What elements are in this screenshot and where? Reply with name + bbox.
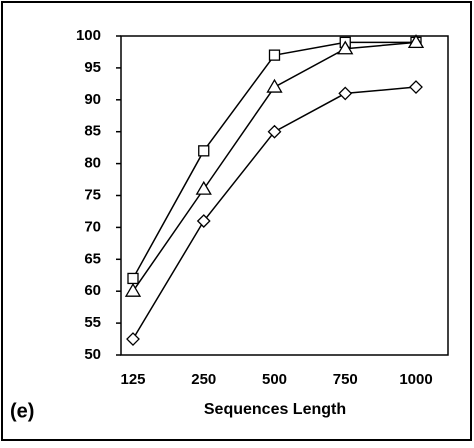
- x-tick-label: 125: [120, 371, 145, 388]
- marker: [266, 78, 283, 93]
- y-tick-label: 60: [84, 282, 101, 299]
- marker: [338, 86, 353, 101]
- x-tick-label: 1000: [399, 371, 432, 388]
- x-tick-label: 250: [191, 371, 216, 388]
- marker: [198, 145, 210, 157]
- x-tick-label: 750: [333, 371, 358, 388]
- marker: [124, 282, 142, 297]
- panel-label: (e): [10, 400, 34, 422]
- marker: [268, 49, 281, 61]
- marker: [126, 332, 140, 346]
- marker: [337, 40, 354, 55]
- y-tick-label: 85: [84, 123, 101, 140]
- x-axis-title: Sequences Length: [204, 401, 346, 418]
- marker: [127, 272, 139, 285]
- marker: [196, 214, 211, 228]
- marker: [267, 124, 282, 139]
- x-tick-label: 500: [262, 371, 287, 388]
- y-tick-label: 95: [84, 59, 101, 76]
- marker: [195, 180, 212, 195]
- marker: [409, 80, 423, 94]
- y-tick-label: 70: [84, 218, 101, 235]
- y-tick-label: 75: [84, 186, 101, 203]
- marker: [407, 34, 425, 49]
- y-tick-label: 100: [76, 27, 101, 44]
- y-tick-label: 90: [84, 91, 101, 108]
- y-tick-label: 50: [84, 346, 101, 363]
- y-tick-label: 55: [84, 314, 101, 331]
- plot-area: [120, 35, 449, 356]
- y-tick-label: 80: [84, 155, 101, 172]
- y-tick-label: 65: [84, 250, 101, 267]
